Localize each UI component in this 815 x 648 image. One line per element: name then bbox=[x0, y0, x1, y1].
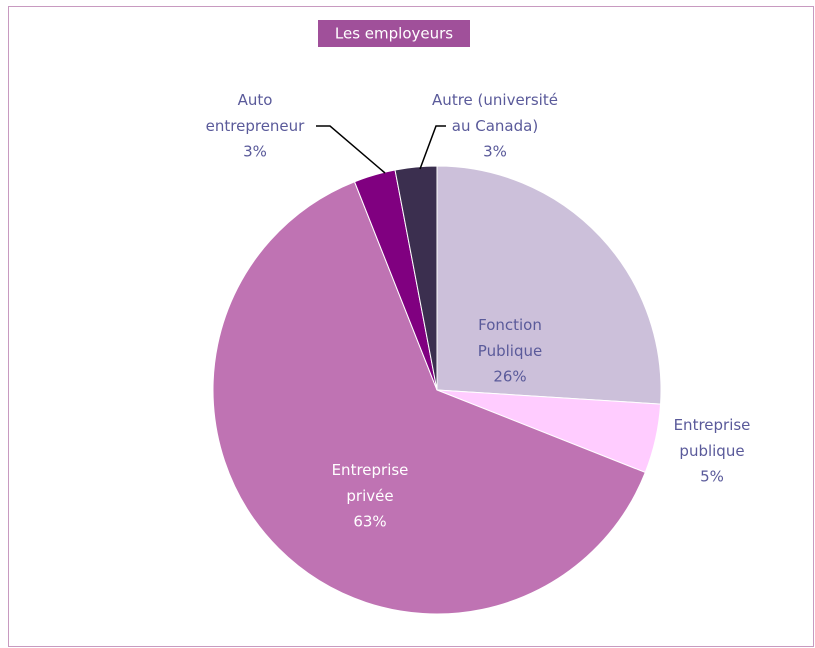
slice-value-label: 3% bbox=[483, 143, 507, 161]
title-box bbox=[318, 20, 470, 47]
pie-slice bbox=[394, 165, 438, 391]
slice-label: Auto entrepreneur bbox=[206, 91, 306, 135]
slice-value-label: 63% bbox=[353, 513, 386, 531]
chart-title: Les employeurs bbox=[335, 25, 453, 43]
slice-value-label: 26% bbox=[493, 368, 526, 386]
slice-label: Autre (université au Canada) bbox=[432, 91, 558, 135]
slice-label: Entreprise publique bbox=[674, 416, 751, 460]
slice-label: Entreprise privée bbox=[332, 461, 409, 505]
leader-line bbox=[419, 125, 446, 170]
leader-line bbox=[316, 125, 386, 174]
slice-label: Fonction Publique bbox=[478, 316, 542, 360]
slice-value-label: 5% bbox=[700, 468, 724, 486]
pie-slice bbox=[436, 165, 662, 405]
slice-value-label: 3% bbox=[243, 143, 267, 161]
pie-slice bbox=[212, 181, 646, 615]
